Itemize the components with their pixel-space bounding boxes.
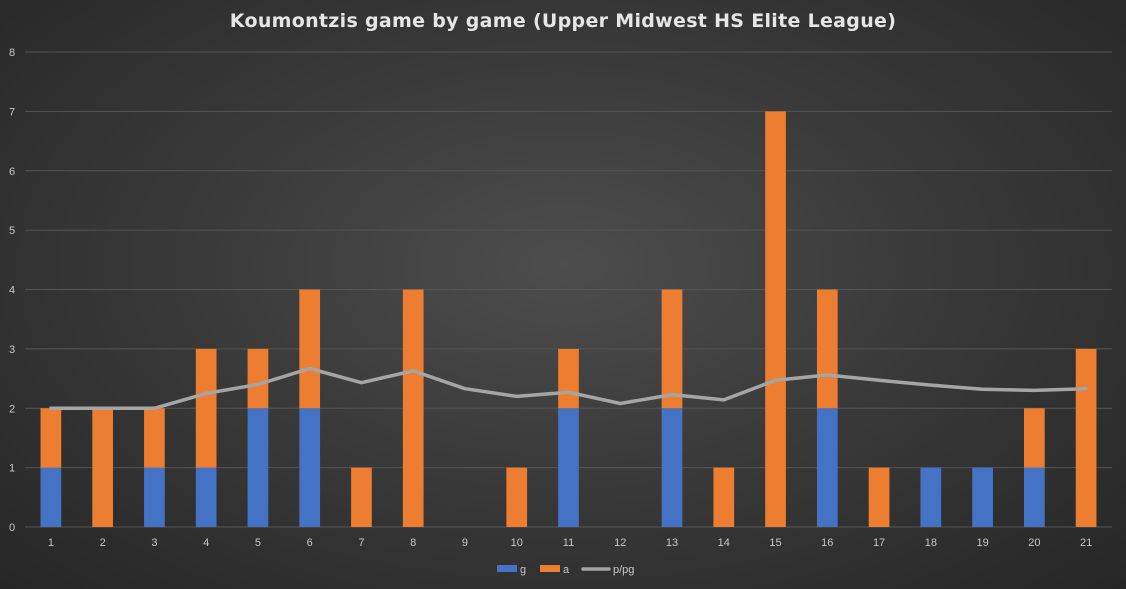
x-tick-label: 5	[255, 537, 261, 549]
bars	[40, 111, 1097, 527]
bar-a-game-4	[195, 348, 217, 468]
bar-a-game-2	[92, 408, 113, 527]
x-tick-label: 14	[718, 537, 730, 549]
bar-a-game-3	[144, 408, 165, 468]
bar-a-game-14	[713, 467, 735, 527]
bar-a-game-11	[558, 348, 579, 409]
bar-g-game-3	[144, 467, 165, 527]
y-tick-label: 1	[9, 463, 15, 475]
y-tick-label: 4	[9, 285, 15, 297]
legend-label: g	[520, 564, 526, 576]
x-tick-label: 20	[1028, 537, 1040, 549]
y-tick-label: 6	[9, 166, 15, 178]
bar-a-game-13	[661, 289, 683, 409]
bar-g-game-11	[558, 408, 579, 527]
bar-g-game-16	[816, 408, 838, 527]
ppg-line-layer	[49, 366, 1088, 411]
legend: g a p/pg	[497, 564, 634, 576]
bar-g-game-13	[661, 408, 683, 527]
x-tick-label: 9	[462, 537, 468, 549]
bar-a-game-15	[765, 111, 786, 527]
x-tick-label: 12	[614, 537, 626, 549]
bar-a-game-8	[402, 289, 424, 527]
bar-g-game-5	[247, 408, 269, 527]
x-tick-label: 15	[769, 537, 781, 549]
legend-swatch-g	[497, 565, 517, 572]
bar-a-game-7	[351, 467, 372, 527]
y-tick-label: 3	[9, 344, 15, 356]
x-axis-ticks: 1 2 3 4 5 6 7 8 9 10 11 12 13 14 15 16 17 18 19 20 21	[48, 537, 1092, 549]
bar-a-game-20	[1024, 408, 1045, 468]
bar-a-game-6	[299, 289, 321, 409]
bar-a-game-17	[868, 467, 890, 527]
x-tick-label: 19	[976, 537, 988, 549]
ppg-line	[49, 366, 1088, 411]
legend-label: p/pg	[613, 564, 634, 576]
y-axis-ticks: 0 1 2 3 4 5 6 7 8	[9, 47, 15, 534]
bar-a-game-16	[816, 289, 838, 409]
bar-g-game-19	[972, 467, 993, 527]
bar-g-game-6	[299, 408, 321, 527]
x-tick-label: 2	[100, 537, 106, 549]
x-tick-label: 18	[925, 537, 937, 549]
bar-g-game-18	[920, 467, 942, 527]
legend-swatch-a	[540, 565, 560, 572]
y-tick-label: 5	[9, 225, 15, 237]
bar-a-game-1	[40, 408, 62, 468]
y-tick-label: 2	[9, 403, 15, 415]
x-tick-label: 4	[203, 537, 209, 549]
y-tick-label: 8	[9, 47, 15, 59]
x-tick-label: 1	[48, 537, 54, 549]
x-tick-label: 6	[307, 537, 313, 549]
x-tick-label: 7	[358, 537, 364, 549]
legend-label: a	[563, 564, 570, 576]
bar-g-game-4	[195, 467, 217, 527]
y-tick-label: 0	[9, 522, 15, 534]
x-tick-label: 11	[563, 537, 574, 549]
bar-g-game-20	[1024, 467, 1045, 527]
x-tick-label: 16	[821, 537, 833, 549]
x-tick-label: 8	[410, 537, 416, 549]
y-tick-label: 7	[9, 106, 15, 118]
x-tick-label: 13	[666, 537, 678, 549]
bar-a-game-5	[247, 348, 269, 409]
x-tick-label: 10	[511, 537, 523, 549]
chart-title: Koumontzis game by game (Upper Midwest H…	[229, 10, 897, 32]
x-tick-label: 21	[1080, 537, 1092, 549]
bar-a-game-10	[506, 467, 528, 527]
x-tick-label: 17	[873, 537, 885, 549]
bar-g-game-1	[40, 467, 62, 527]
bar-a-game-21	[1075, 348, 1097, 527]
x-tick-label: 3	[151, 537, 157, 549]
